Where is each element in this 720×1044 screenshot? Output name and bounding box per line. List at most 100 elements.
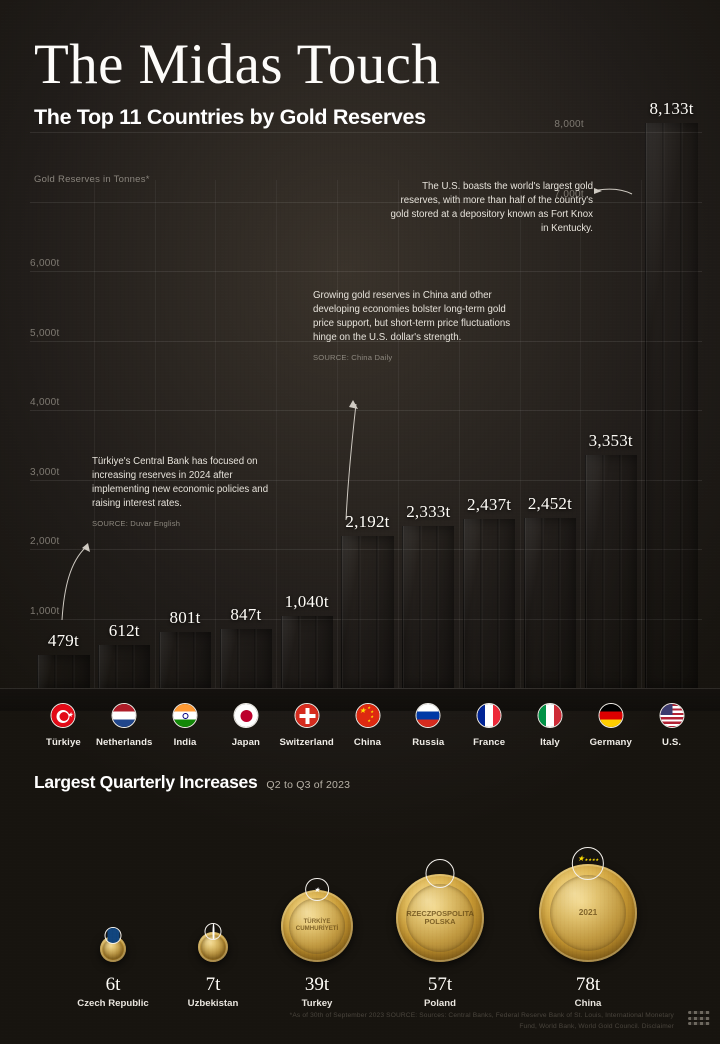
quarterly-item-czechrepublic: 6t Czech Republic <box>38 810 188 1009</box>
quarterly-value: 57t <box>427 974 453 995</box>
bar-value-label-germany: 3,353t <box>588 430 633 450</box>
quarterly-country-label: Uzbekistan <box>187 998 239 1009</box>
bar-trkiye <box>37 654 90 689</box>
country-label-trkiye: Türkiye <box>45 737 81 748</box>
gridline-3000 <box>30 479 702 481</box>
country-label-italy: Italy <box>540 737 560 748</box>
bar-netherlands <box>98 645 151 688</box>
gridline-2000 <box>30 549 702 550</box>
flag-usa <box>659 703 685 728</box>
country-label-germany: Germany <box>589 737 632 748</box>
flag-switzerland <box>294 703 320 728</box>
column-separator <box>641 180 643 688</box>
flag-japan <box>233 703 259 728</box>
country-label-china: China <box>353 737 382 748</box>
annotation-china-note: Growing gold reserves in China and other… <box>313 289 513 363</box>
y-axis-tick-6000: 6,000t <box>30 258 60 269</box>
quarterly-country-label: Czech Republic <box>77 998 149 1009</box>
gold-coin-icon: RZECZPOSPOLITA POLSKA <box>396 874 484 962</box>
page-subtitle: The Top 11 Countries by Gold Reserves <box>34 105 426 130</box>
bar-value-label-india: 801t <box>169 608 201 628</box>
flag-china: ★★★★★ <box>355 703 380 728</box>
flag-china: ★★★★★ <box>571 847 605 880</box>
quarterly-value: 78t <box>575 974 601 995</box>
country-label-netherlands: Netherlands <box>95 737 153 748</box>
annotation-china-source: SOURCE: China Daily <box>313 353 393 363</box>
gridline-8000 <box>30 132 702 133</box>
flag-russia <box>415 703 441 728</box>
bar-value-label-netherlands: 612t <box>108 621 140 641</box>
quarterly-value: 7t <box>205 974 221 995</box>
annotation-leader-lines <box>61 188 633 621</box>
y-axis-tick-4000: 4,000t <box>30 397 60 408</box>
column-separator <box>276 180 278 688</box>
bar-us <box>645 122 699 689</box>
annotation-turkiye-note: Türkiye's Central Bank has focused on in… <box>92 455 288 529</box>
annotation-turkiye-source: SOURCE: Duvar English <box>92 519 181 529</box>
country-label-france: France <box>473 737 506 748</box>
column-separator <box>93 180 95 688</box>
bar-value-label-italy: 2,452t <box>527 493 573 513</box>
quarterly-country-label: Turkey <box>301 998 333 1009</box>
y-axis-tick-2000: 2,000t <box>30 536 60 547</box>
bar-value-label-switzerland: 1,040t <box>284 591 329 611</box>
bar-value-label-japan: 847t <box>230 605 262 625</box>
y-axis-tick-8000: 8,000t <box>554 119 584 130</box>
gold-coin-icon: TÜRKİYE CUMHURİYETİ <box>281 890 353 962</box>
flag-turkiye: ★ <box>50 703 76 728</box>
column-separator <box>215 180 217 688</box>
bar-india <box>158 632 212 688</box>
bar-russia <box>402 525 455 689</box>
bar-value-label-trkiye: 479t <box>47 630 79 650</box>
quarterly-item-poland: RZECZPOSPOLITA POLSKA 57t Poland <box>365 810 515 1009</box>
footnote: *As of 30th of September 2023 SOURCE: So… <box>289 1012 674 1031</box>
quarterly-heading: Largest Quarterly Increases Q2 to Q3 of 2… <box>34 772 350 793</box>
quarterly-item-china: 2021 ★★★★★ 78t China <box>513 810 663 1009</box>
quarterly-value: 39t <box>304 974 330 995</box>
quarterly-value: 6t <box>105 974 121 995</box>
bar-germany <box>584 454 638 689</box>
axis-caption: Gold Reserves in Tonnes* <box>34 174 150 185</box>
gridline-7000 <box>30 201 702 203</box>
flag-netherlands <box>111 703 137 728</box>
y-axis-tick-3000: 3,000t <box>30 466 60 478</box>
flag-uzbekistan <box>204 923 222 941</box>
country-label-switzerland: Switzerland <box>279 737 334 748</box>
header: The Midas Touch The Top 11 Countries by … <box>34 33 594 130</box>
column-separator <box>519 180 521 688</box>
quarterly-country-label: Poland <box>424 998 456 1009</box>
bar-italy <box>523 517 577 689</box>
bar-value-label-china: 2,192t <box>345 511 390 531</box>
chart-baseline <box>0 688 720 689</box>
flag-india <box>172 703 198 728</box>
bar-value-label-us: 8,133t <box>649 98 694 118</box>
flag-germany <box>598 703 624 728</box>
bar-switzerland <box>280 615 334 689</box>
page-title: The Midas Touch <box>34 33 441 96</box>
country-label-us: U.S. <box>662 737 682 748</box>
country-label-india: India <box>173 737 197 748</box>
gold-coin-icon: 2021 <box>539 864 637 962</box>
country-label-russia: Russia <box>412 737 445 748</box>
bar-value-label-russia: 2,333t <box>406 501 451 521</box>
flag-czech <box>104 927 122 945</box>
y-axis-tick-1000: 1,000t <box>30 605 60 617</box>
flag-france <box>476 703 502 728</box>
column-separator <box>580 180 582 688</box>
quarterly-country-label: China <box>574 998 602 1009</box>
gold-coin-icon <box>100 936 126 962</box>
quarterly-heading-text: Largest Quarterly Increases <box>34 772 258 792</box>
y-axis-tick-5000: 5,000t <box>30 327 60 339</box>
quarterly-item-uzbekistan: 7t Uzbekistan <box>138 810 288 1009</box>
bar-france <box>462 518 516 689</box>
gridline-6000 <box>30 271 702 272</box>
column-separator <box>458 180 460 688</box>
y-axis-tick-7000: 7,000t <box>554 188 584 200</box>
country-label-japan: Japan <box>231 737 260 748</box>
gold-coin-icon <box>198 932 228 962</box>
flag-turkiye: ★ <box>305 877 329 902</box>
column-separator <box>154 180 156 688</box>
gridline-1000 <box>30 618 702 620</box>
gridline-4000 <box>30 410 702 411</box>
